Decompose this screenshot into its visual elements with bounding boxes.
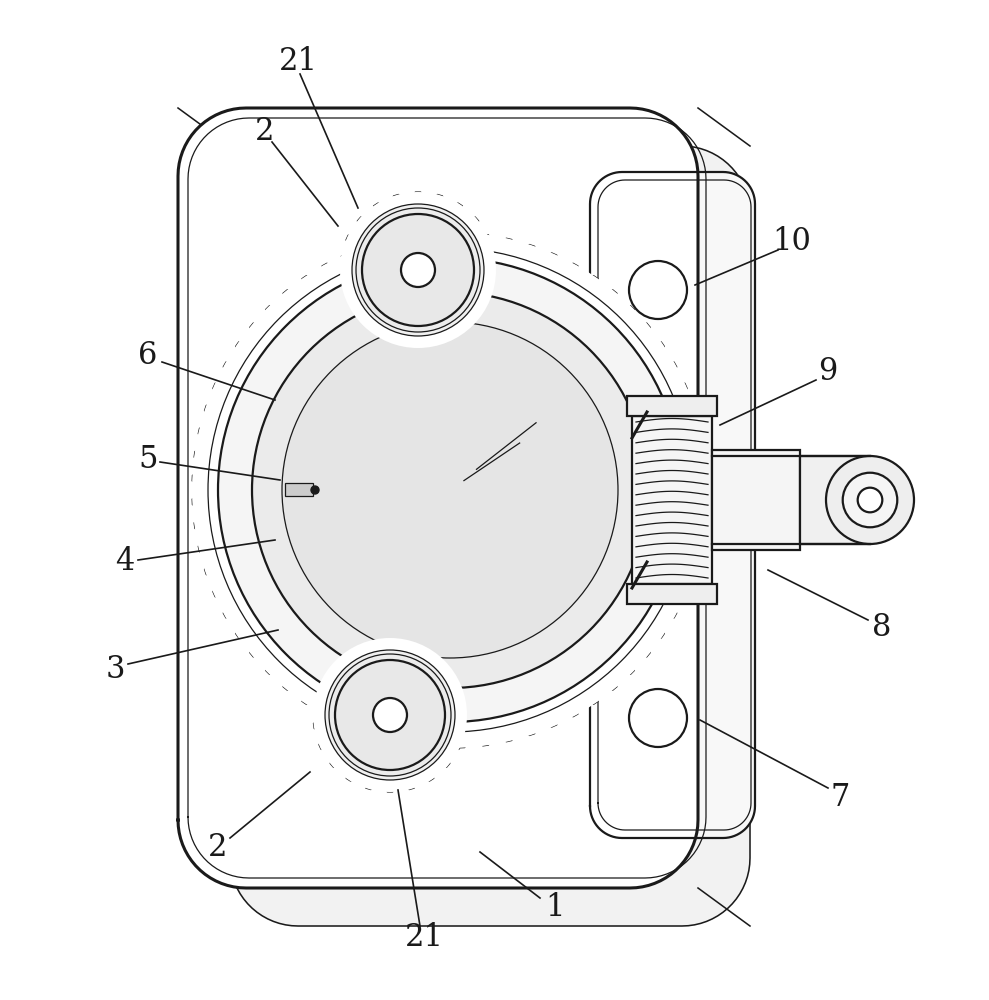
Circle shape (218, 258, 682, 722)
Text: 2: 2 (209, 832, 227, 863)
Circle shape (629, 689, 687, 747)
Circle shape (335, 660, 445, 770)
Text: 1: 1 (545, 892, 565, 924)
Circle shape (192, 232, 708, 748)
Circle shape (252, 292, 648, 688)
Circle shape (857, 488, 882, 512)
Text: 10: 10 (772, 227, 811, 257)
Circle shape (401, 253, 435, 287)
Bar (627, 584, 717, 604)
Circle shape (362, 214, 474, 326)
Circle shape (340, 192, 496, 348)
Circle shape (325, 650, 455, 780)
Text: 21: 21 (279, 46, 317, 78)
Circle shape (208, 248, 692, 732)
Circle shape (826, 456, 914, 544)
Bar (712, 450, 800, 550)
Circle shape (373, 698, 407, 732)
Circle shape (843, 473, 897, 527)
Text: 8: 8 (872, 612, 892, 644)
Polygon shape (230, 146, 750, 926)
Circle shape (329, 654, 451, 776)
Circle shape (356, 208, 480, 332)
Circle shape (311, 486, 319, 494)
Bar (285, 483, 313, 496)
Bar (627, 396, 717, 416)
Text: 3: 3 (105, 654, 125, 686)
Text: 5: 5 (138, 444, 158, 476)
Text: 9: 9 (818, 357, 838, 387)
Text: 4: 4 (116, 546, 135, 578)
Circle shape (352, 204, 484, 336)
Bar (800, 456, 870, 544)
Text: 7: 7 (831, 782, 850, 814)
Polygon shape (590, 172, 755, 838)
Text: 6: 6 (138, 340, 157, 370)
Polygon shape (178, 108, 698, 888)
Text: 2: 2 (255, 116, 275, 147)
Circle shape (313, 638, 467, 792)
Bar (632, 416, 712, 584)
Text: 21: 21 (405, 922, 443, 954)
Circle shape (282, 322, 618, 658)
Circle shape (629, 261, 687, 319)
